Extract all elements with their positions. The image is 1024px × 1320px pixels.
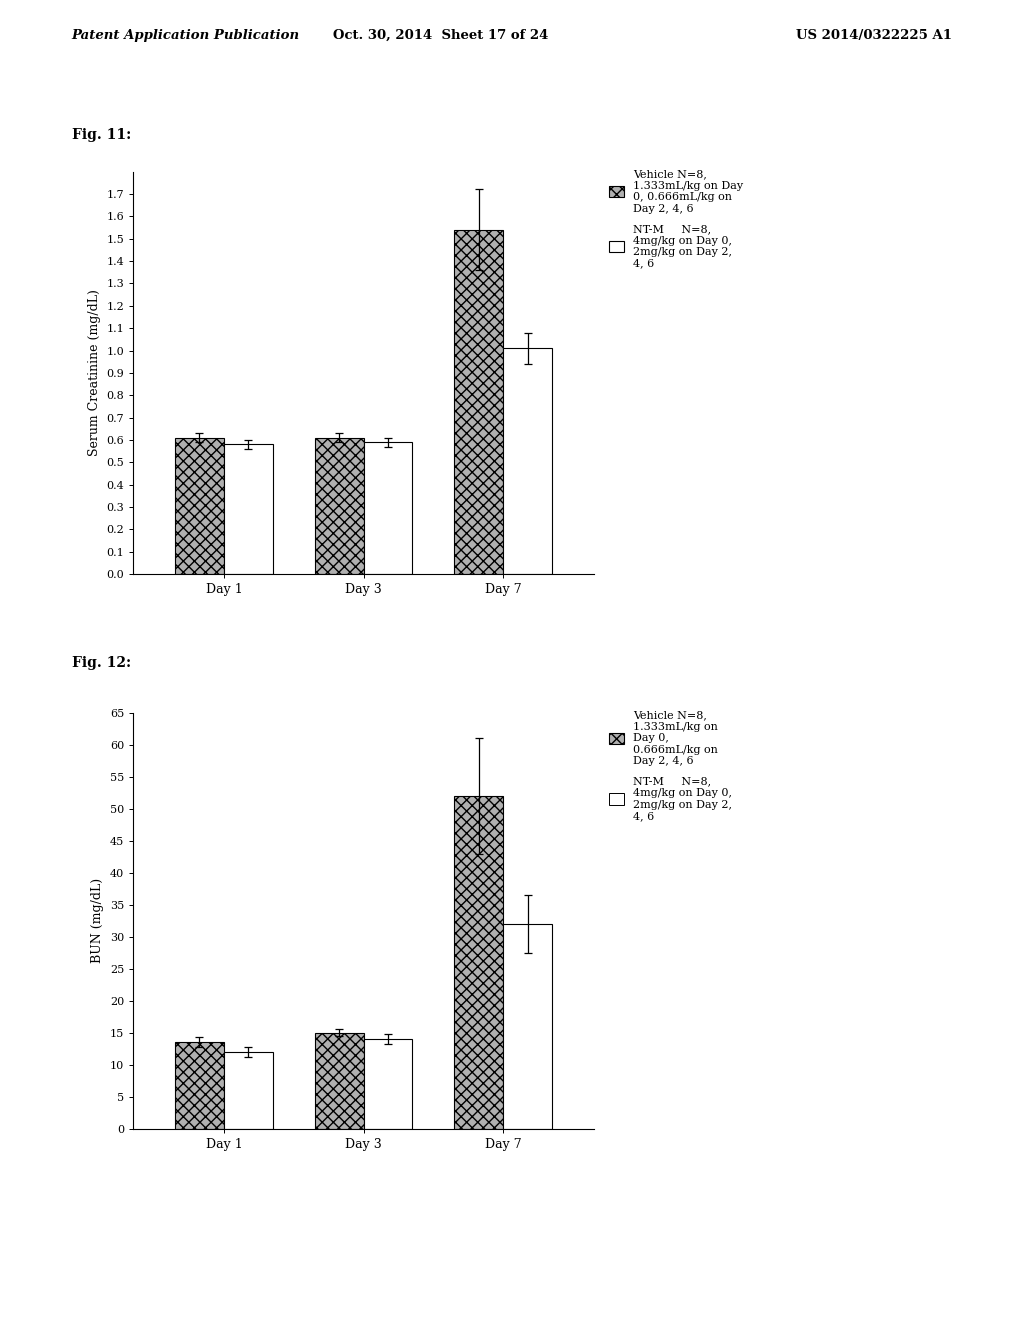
Y-axis label: Serum Creatinine (mg/dL): Serum Creatinine (mg/dL) (88, 289, 100, 457)
Bar (314, 438, 364, 574)
Bar (503, 348, 552, 574)
Text: Fig. 12:: Fig. 12: (72, 656, 131, 671)
Bar (455, 230, 503, 574)
Text: Oct. 30, 2014  Sheet 17 of 24: Oct. 30, 2014 Sheet 17 of 24 (333, 29, 548, 42)
Bar (364, 442, 413, 574)
Bar (224, 445, 272, 574)
Legend: Vehicle N=8,
1.333mL/kg on Day
0, 0.666mL/kg on
Day 2, 4, 6, NT-M     N=8,
4mg/k: Vehicle N=8, 1.333mL/kg on Day 0, 0.666m… (608, 169, 743, 269)
Bar (175, 1043, 224, 1129)
Bar (175, 438, 224, 574)
Bar (455, 796, 503, 1129)
Legend: Vehicle N=8,
1.333mL/kg on
Day 0,
0.666mL/kg on
Day 2, 4, 6, NT-M     N=8,
4mg/k: Vehicle N=8, 1.333mL/kg on Day 0, 0.666m… (608, 710, 732, 821)
Text: Patent Application Publication: Patent Application Publication (72, 29, 300, 42)
Bar (224, 1052, 272, 1129)
Bar (503, 924, 552, 1129)
Y-axis label: BUN (mg/dL): BUN (mg/dL) (91, 878, 104, 964)
Text: Fig. 11:: Fig. 11: (72, 128, 131, 143)
Bar (364, 1039, 413, 1129)
Text: US 2014/0322225 A1: US 2014/0322225 A1 (797, 29, 952, 42)
Bar (314, 1032, 364, 1129)
